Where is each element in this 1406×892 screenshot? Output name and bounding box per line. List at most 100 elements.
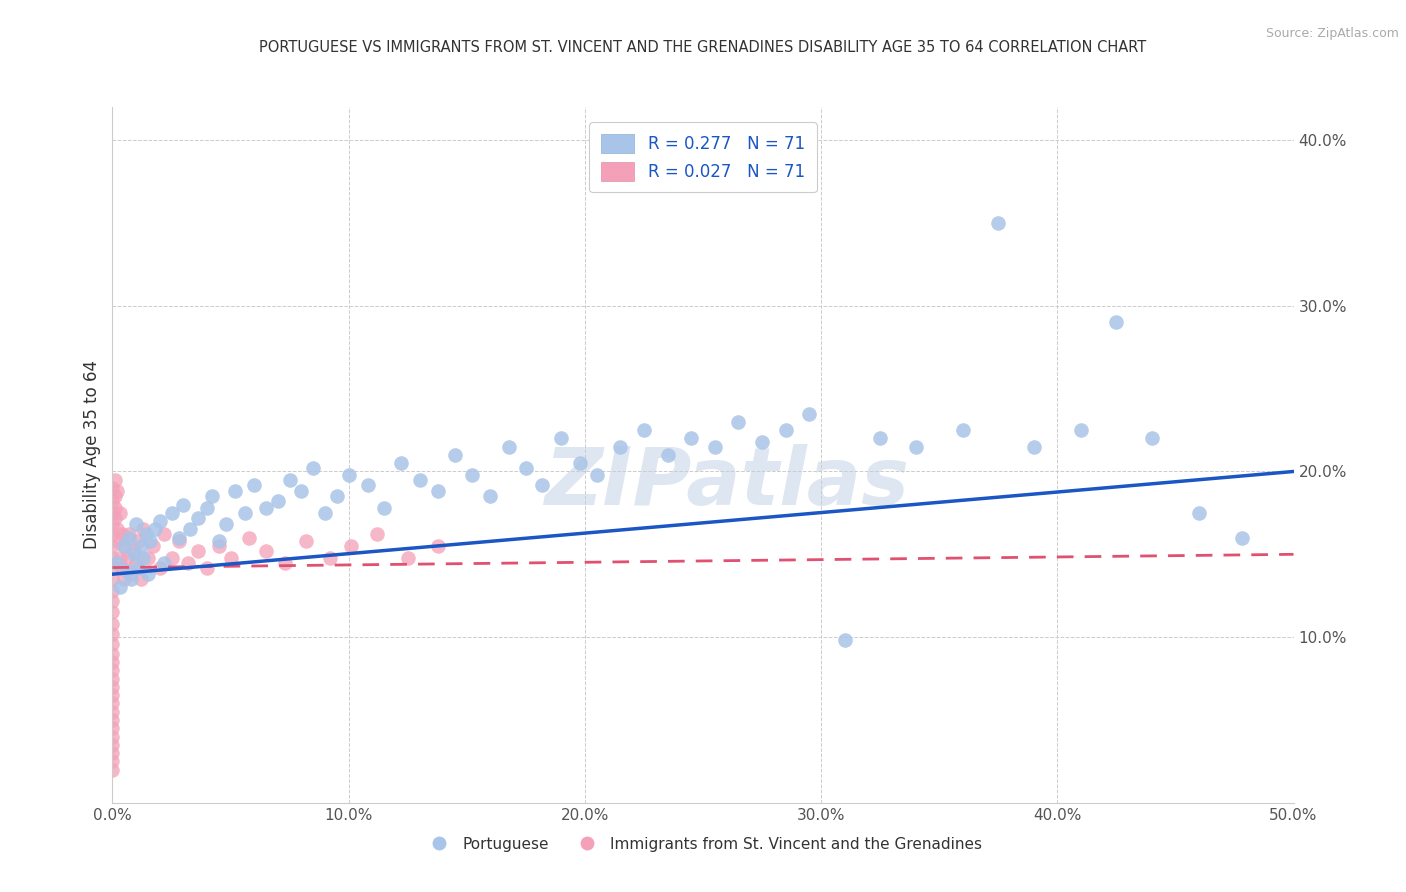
Point bbox=[101, 738, 124, 752]
Point bbox=[112, 572, 135, 586]
Point bbox=[408, 473, 430, 487]
Point bbox=[172, 498, 194, 512]
Point bbox=[427, 484, 450, 499]
Point bbox=[498, 440, 520, 454]
Point bbox=[727, 415, 749, 429]
Point bbox=[101, 517, 124, 532]
Point bbox=[179, 523, 201, 537]
Point bbox=[105, 484, 128, 499]
Point bbox=[267, 494, 290, 508]
Point bbox=[115, 564, 138, 578]
Point bbox=[111, 560, 134, 574]
Point bbox=[101, 550, 124, 565]
Point bbox=[135, 527, 157, 541]
Point bbox=[834, 633, 856, 648]
Point bbox=[208, 539, 231, 553]
Point bbox=[1230, 531, 1253, 545]
Point bbox=[120, 567, 142, 582]
Point bbox=[101, 494, 124, 508]
Point bbox=[101, 672, 124, 686]
Point bbox=[104, 473, 127, 487]
Point bbox=[160, 550, 183, 565]
Point bbox=[585, 467, 607, 482]
Point bbox=[657, 448, 679, 462]
Point bbox=[703, 440, 725, 454]
Point bbox=[101, 539, 124, 553]
Point bbox=[101, 481, 124, 495]
Point bbox=[139, 534, 162, 549]
Point bbox=[149, 560, 172, 574]
Point bbox=[278, 473, 301, 487]
Point bbox=[290, 484, 312, 499]
Point bbox=[243, 477, 266, 491]
Point bbox=[115, 550, 138, 565]
Point bbox=[101, 721, 124, 735]
Point bbox=[427, 539, 450, 553]
Point bbox=[104, 500, 127, 515]
Point bbox=[136, 567, 159, 582]
Point bbox=[120, 572, 142, 586]
Point bbox=[177, 556, 200, 570]
Point bbox=[1140, 431, 1163, 445]
Point bbox=[326, 489, 349, 503]
Point bbox=[337, 467, 360, 482]
Point bbox=[224, 484, 246, 499]
Point bbox=[104, 489, 127, 503]
Point bbox=[609, 440, 631, 454]
Point bbox=[550, 431, 572, 445]
Point bbox=[444, 448, 467, 462]
Point bbox=[101, 593, 124, 607]
Point bbox=[479, 489, 502, 503]
Point bbox=[373, 500, 395, 515]
Point bbox=[105, 523, 128, 537]
Point bbox=[101, 746, 124, 760]
Point bbox=[987, 216, 1010, 230]
Point bbox=[112, 539, 135, 553]
Point bbox=[195, 560, 218, 574]
Point bbox=[101, 713, 124, 727]
Point bbox=[396, 550, 419, 565]
Point bbox=[340, 539, 363, 553]
Point bbox=[142, 539, 165, 553]
Point bbox=[108, 581, 131, 595]
Point bbox=[101, 647, 124, 661]
Point bbox=[799, 407, 821, 421]
Point bbox=[118, 531, 141, 545]
Point bbox=[254, 500, 277, 515]
Text: ZIPatlas: ZIPatlas bbox=[544, 443, 910, 522]
Point bbox=[101, 506, 124, 520]
Point bbox=[101, 697, 124, 711]
Point bbox=[219, 550, 242, 565]
Point bbox=[195, 500, 218, 515]
Point bbox=[167, 534, 190, 549]
Point bbox=[101, 560, 124, 574]
Point bbox=[101, 705, 124, 719]
Point bbox=[108, 550, 131, 565]
Point bbox=[302, 461, 325, 475]
Point bbox=[127, 560, 149, 574]
Point bbox=[101, 605, 124, 619]
Legend: Portuguese, Immigrants from St. Vincent and the Grenadines: Portuguese, Immigrants from St. Vincent … bbox=[418, 830, 988, 858]
Point bbox=[101, 572, 124, 586]
Y-axis label: Disability Age 35 to 64: Disability Age 35 to 64 bbox=[83, 360, 101, 549]
Point bbox=[775, 423, 797, 437]
Point bbox=[129, 539, 152, 553]
Point bbox=[167, 531, 190, 545]
Point bbox=[952, 423, 974, 437]
Point bbox=[101, 763, 124, 777]
Point bbox=[366, 527, 388, 541]
Point bbox=[1022, 440, 1045, 454]
Point bbox=[186, 544, 208, 558]
Point bbox=[389, 456, 412, 470]
Point bbox=[160, 506, 183, 520]
Text: PORTUGUESE VS IMMIGRANTS FROM ST. VINCENT AND THE GRENADINES DISABILITY AGE 35 T: PORTUGUESE VS IMMIGRANTS FROM ST. VINCEN… bbox=[259, 40, 1147, 55]
Point bbox=[105, 534, 128, 549]
Point bbox=[101, 680, 124, 694]
Point bbox=[101, 655, 124, 669]
Point bbox=[531, 477, 554, 491]
Point bbox=[869, 431, 891, 445]
Point bbox=[125, 556, 148, 570]
Text: Source: ZipAtlas.com: Source: ZipAtlas.com bbox=[1265, 27, 1399, 40]
Point bbox=[681, 431, 703, 445]
Point bbox=[105, 556, 128, 570]
